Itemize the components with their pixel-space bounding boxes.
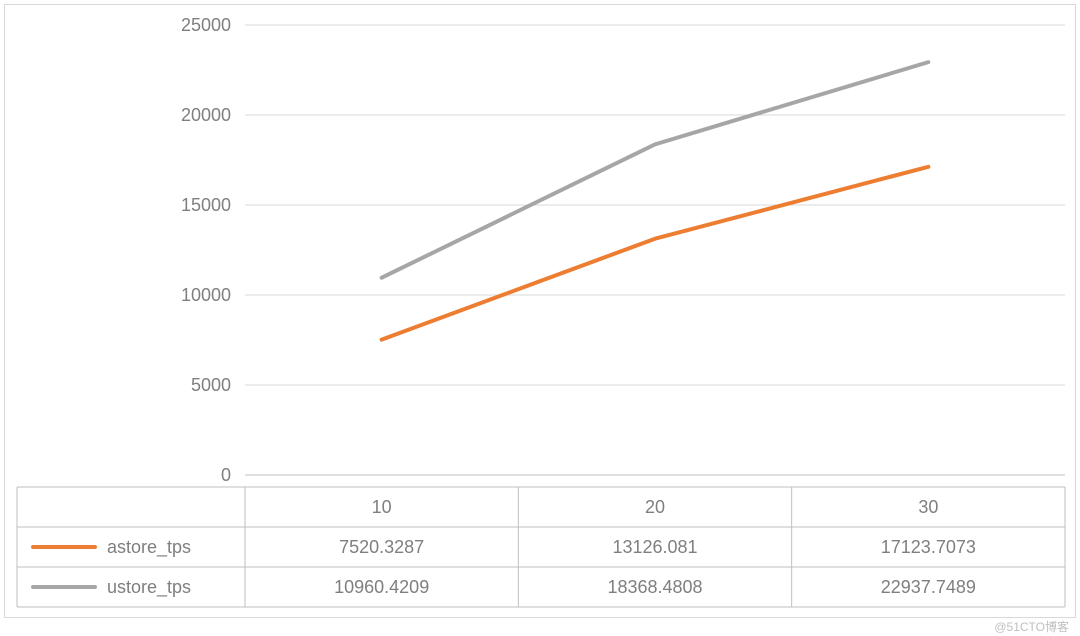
legend-label: ustore_tps [107, 577, 191, 598]
table-cell: 10960.4209 [334, 577, 429, 597]
x-category-label: 10 [372, 497, 392, 517]
x-category-label: 20 [645, 497, 665, 517]
table-cell: 22937.7489 [881, 577, 976, 597]
x-category-label: 30 [918, 497, 938, 517]
table-cell: 17123.7073 [881, 537, 976, 557]
series-line-astore_tps [382, 167, 929, 340]
chart-container: 0 5000 10000 15000 20000 25000 10 20 30 astore_t… [4, 4, 1076, 618]
data-table: 10 20 30 astore_tps 7520.3287 13126.081 17123.… [17, 487, 1065, 607]
series-lines [382, 62, 929, 340]
gridlines [245, 25, 1065, 475]
table-cell: 7520.3287 [339, 537, 424, 557]
table-cell: 18368.4808 [607, 577, 702, 597]
y-tick-label: 5000 [191, 375, 231, 395]
y-tick-label: 20000 [181, 105, 231, 125]
y-axis-labels: 0 5000 10000 15000 20000 25000 [181, 15, 231, 485]
y-tick-label: 10000 [181, 285, 231, 305]
table-cell: 13126.081 [612, 537, 697, 557]
y-tick-label: 15000 [181, 195, 231, 215]
legend-label: astore_tps [107, 537, 191, 558]
y-tick-label: 0 [221, 465, 231, 485]
watermark: @51CTO博客 [994, 618, 1069, 635]
chart-svg: 0 5000 10000 15000 20000 25000 10 20 30 astore_t… [5, 5, 1077, 619]
series-line-ustore_tps [382, 62, 929, 278]
y-tick-label: 25000 [181, 15, 231, 35]
